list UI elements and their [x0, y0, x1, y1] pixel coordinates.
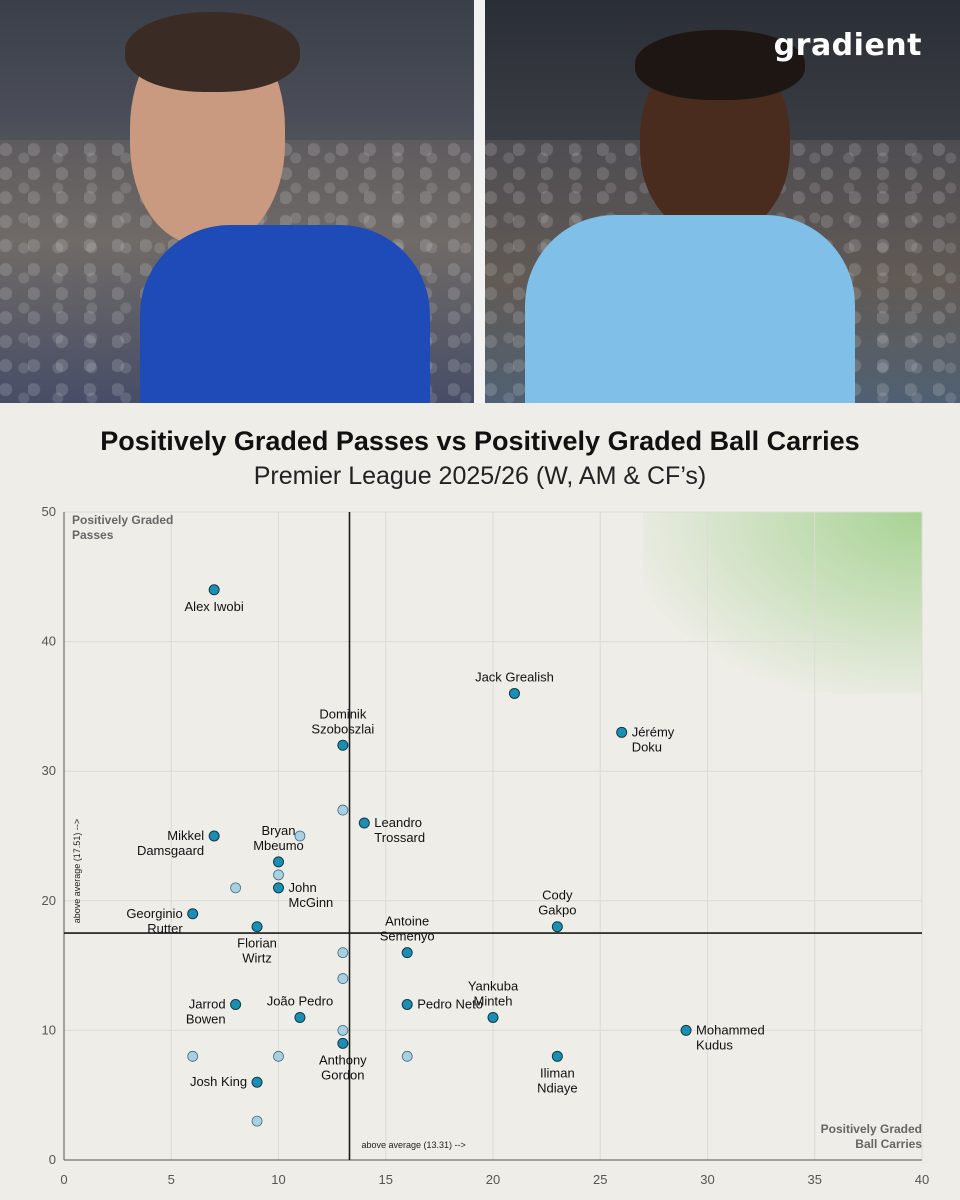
faded-point [294, 830, 306, 842]
x-tick-label: 40 [915, 1172, 929, 1187]
point-label: Josh King [190, 1074, 247, 1089]
faded-point [273, 869, 284, 881]
average-lines: above average (13.31) --> above average (… [64, 512, 922, 1160]
player-point [208, 584, 220, 596]
player-photo-right [485, 0, 960, 403]
point-label: Alex Iwobi [185, 599, 244, 614]
hero-photos: gradient [0, 0, 960, 403]
player-point [401, 998, 413, 1010]
player-point [208, 830, 220, 842]
point-label: Bryan Mbeumo [253, 823, 304, 853]
player-point [680, 1024, 692, 1036]
faded-point [187, 1050, 199, 1062]
point-label: Iliman Ndiaye [537, 1065, 577, 1095]
faded-point [230, 882, 242, 894]
avg-label-y: above average (17.51) --> [72, 819, 82, 923]
point-label: Florian Wirtz [237, 936, 277, 966]
player-point [251, 1076, 263, 1088]
chart-title: Positively Graded Passes vs Positively G… [100, 426, 860, 456]
point-labels: Alex Iwobi Jack Grealish Dominik Szoboszlai… [126, 599, 764, 1096]
y-tick-label: 50 [42, 504, 56, 519]
y-tick-label: 10 [42, 1022, 56, 1037]
chart-subtitle: Premier League 2025/26 (W, AM & CF’s) [253, 462, 707, 490]
faded-point [337, 1025, 349, 1036]
point-label: Cody Gakpo [538, 888, 576, 918]
point-label: Dominik Szoboszlai [311, 706, 374, 736]
point-label: Pedro Neto [417, 996, 483, 1011]
player-point [551, 921, 563, 933]
player-point [487, 1011, 499, 1023]
faded-point [337, 947, 349, 959]
point-label: Jack Grealish [475, 669, 554, 684]
point-label: Yankuba Minteh [468, 978, 519, 1008]
player-point [358, 817, 370, 829]
player-point [508, 687, 520, 699]
point-label: Anthony Gordon [319, 1052, 367, 1082]
x-tick-label: 0 [60, 1172, 67, 1187]
point-label: John McGinn [289, 880, 334, 910]
player-point [551, 1050, 563, 1062]
y-tick-label: 0 [49, 1152, 56, 1167]
point-label: Georginio Rutter [126, 906, 183, 936]
x-axis-title: Positively Graded Ball Carries [821, 1122, 923, 1151]
x-tick-label: 20 [486, 1172, 500, 1187]
x-tick-label: 10 [271, 1172, 285, 1187]
brand-logo: gradient [773, 28, 922, 63]
player-point [337, 739, 349, 751]
x-tick-label: 5 [168, 1172, 175, 1187]
highlight-region [643, 512, 922, 694]
player-point [337, 1037, 349, 1049]
y-tick-label: 40 [42, 634, 56, 649]
y-tick-label: 20 [42, 893, 56, 908]
faded-point [251, 1115, 263, 1127]
point-label: Jarrod Bowen [186, 996, 226, 1026]
player-photo-left [0, 0, 474, 403]
faded-point [337, 973, 349, 984]
avg-label-x: above average (13.31) --> [361, 1140, 465, 1150]
x-tick-label: 30 [700, 1172, 714, 1187]
player-point [251, 921, 263, 933]
player-point [273, 856, 284, 868]
player-point [616, 726, 628, 738]
x-tick-label: 15 [379, 1172, 393, 1187]
player-point [230, 998, 242, 1010]
faded-point [273, 1050, 284, 1062]
player-point [294, 1011, 306, 1023]
point-label: Mikkel Damsgaard [137, 828, 204, 858]
point-label: Jérémy Doku [632, 724, 675, 754]
x-tick-label: 25 [593, 1172, 607, 1187]
player-point [401, 947, 413, 959]
point-label: João Pedro [267, 993, 334, 1008]
point-label: Leandro Trossard [374, 815, 425, 845]
player-point [187, 908, 199, 920]
y-axis-title: Positively Graded Passes [72, 513, 173, 542]
faded-point [401, 1050, 413, 1062]
chart-axes: 0 5 10 15 20 25 30 35 40 0 10 20 30 40 50 Positively Gr… [42, 504, 930, 1187]
x-tick-label: 35 [808, 1172, 822, 1187]
data-points [187, 584, 692, 1127]
player-point [273, 882, 284, 894]
point-label: Antoine Semenyo [380, 914, 435, 944]
point-label: Mohammed Kudus [696, 1022, 765, 1052]
y-tick-label: 30 [42, 763, 56, 778]
faded-point [337, 804, 349, 816]
